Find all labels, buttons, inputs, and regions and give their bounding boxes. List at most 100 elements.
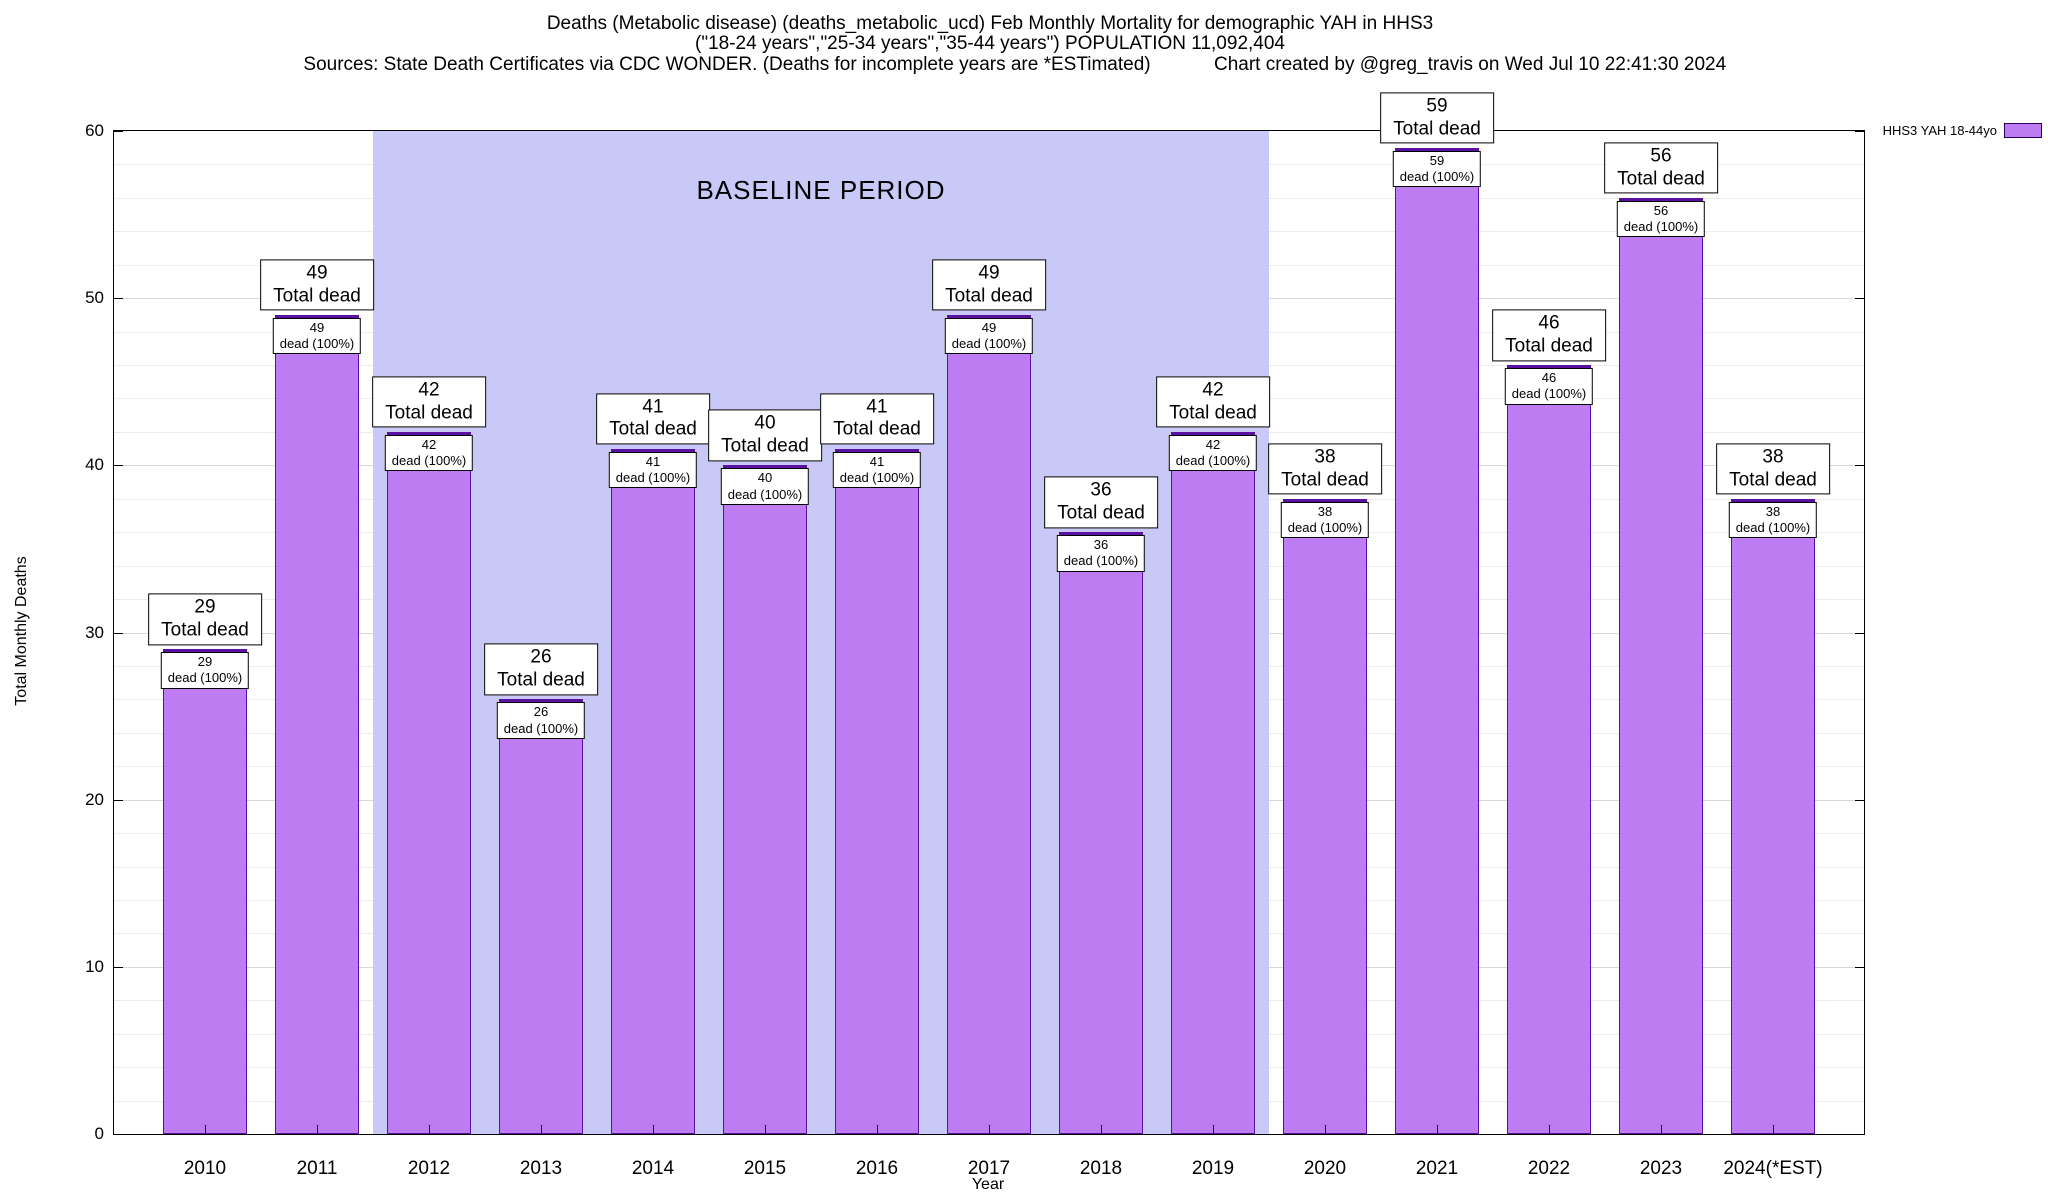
y-tick-mark-left (114, 465, 123, 467)
bar-2013 (499, 699, 583, 1134)
dead-pct-value: 29 (197, 654, 213, 670)
x-tick-mark (541, 1125, 542, 1134)
dead-pct-text: dead (100%) (1287, 520, 1363, 536)
dead-pct-text: dead (100%) (503, 720, 579, 736)
legend: HHS3 YAH 18-44yo (1883, 123, 2042, 138)
total-dead-text: Total dead (1393, 117, 1481, 139)
dead-pct-text: dead (100%) (1735, 520, 1811, 536)
x-tick-label-2011: 2011 (296, 1158, 338, 1179)
total-dead-text: Total dead (161, 619, 249, 641)
x-tick-mark (765, 1125, 766, 1134)
y-tick-mark-right (1855, 1134, 1864, 1135)
dead-pct-value: 36 (1093, 537, 1109, 553)
dead-pct-label-2018: 36 dead (100%) (1056, 535, 1146, 572)
dead-pct-value: 40 (757, 470, 773, 486)
bar-2018 (1059, 532, 1143, 1134)
total-dead-text: Total dead (945, 285, 1033, 307)
total-dead-label-2017: 49 Total dead (932, 259, 1046, 311)
chart-subtitle: ("18-24 years","25-34 years","35-44 year… (695, 33, 1285, 54)
y-tick-label-10: 10 (85, 956, 104, 976)
dead-pct-text: dead (100%) (167, 670, 243, 686)
total-dead-text: Total dead (273, 285, 361, 307)
total-dead-label-2011: 49 Total dead (260, 259, 374, 311)
dead-pct-value: 59 (1429, 152, 1445, 168)
total-dead-value: 59 (1426, 95, 1448, 117)
total-dead-label-2012: 42 Total dead (372, 376, 486, 428)
legend-swatch (2004, 123, 2042, 138)
dead-pct-label-2019: 42 dead (100%) (1168, 434, 1258, 472)
x-tick-label-2010: 2010 (183, 1158, 227, 1179)
total-dead-text: Total dead (1281, 468, 1369, 490)
dead-pct-value: 26 (533, 704, 549, 720)
dead-pct-text: dead (100%) (839, 469, 915, 485)
dead-pct-value: 49 (981, 319, 997, 335)
dead-pct-text: dead (100%) (1399, 168, 1475, 184)
dead-pct-value: 49 (309, 319, 325, 335)
total-dead-label-2014: 41 Total dead (596, 393, 710, 445)
total-dead-value: 36 (1090, 479, 1112, 501)
total-dead-label-2019: 42 Total dead (1156, 376, 1270, 428)
baseline-period-label: BASELINE PERIOD (696, 175, 946, 205)
total-dead-value: 41 (866, 396, 888, 418)
x-tick-label-2019: 2019 (1191, 1158, 1235, 1179)
y-tick-mark-left (114, 131, 123, 132)
total-dead-text: Total dead (385, 402, 473, 424)
dead-pct-value: 41 (645, 453, 661, 469)
dead-pct-label-2011: 49 dead (100%) (272, 317, 362, 355)
total-dead-label-2023: 56 Total dead (1604, 142, 1718, 194)
dead-pct-label-2013: 26 dead (100%) (496, 702, 586, 739)
bar-2010 (163, 649, 247, 1134)
y-tick-label-40: 40 (85, 455, 104, 475)
y-tick-mark-right (1855, 799, 1864, 801)
chart-source-note: Sources: State Death Certificates via CD… (303, 54, 1151, 75)
y-axis-title: Total Monthly Deaths (13, 556, 30, 706)
x-tick-label-2012: 2012 (407, 1158, 451, 1179)
total-dead-text: Total dead (1057, 502, 1145, 524)
y-tick-mark-left (114, 966, 123, 968)
y-tick-label-0: 0 (94, 1124, 104, 1143)
dead-pct-label-2020: 38 dead (100%) (1280, 501, 1370, 539)
bar-2012 (387, 431, 471, 1134)
dead-pct-text: dead (100%) (391, 453, 467, 469)
bar-2017 (947, 314, 1031, 1134)
dead-pct-text: dead (100%) (615, 469, 691, 485)
dead-pct-label-2014: 41 dead (100%) (608, 451, 698, 489)
dead-pct-label-2023: 56 dead (100%) (1616, 200, 1706, 238)
y-tick-mark-left (114, 799, 123, 801)
total-dead-label-2013: 26 Total dead (484, 643, 598, 696)
dead-pct-text: dead (100%) (1175, 453, 1251, 469)
total-dead-text: Total dead (1729, 468, 1817, 490)
total-dead-value: 49 (306, 262, 328, 284)
x-tick-mark (429, 1125, 430, 1134)
total-dead-value: 29 (194, 596, 216, 618)
x-tick-label-2024(*EST): 2024(*EST) (1723, 1158, 1823, 1179)
y-tick-label-20: 20 (85, 789, 104, 809)
y-tick-mark-right (1855, 131, 1864, 132)
total-dead-value: 42 (1202, 379, 1224, 401)
total-dead-label-2015: 40 Total dead (708, 409, 822, 462)
dead-pct-value: 38 (1765, 503, 1781, 519)
bar-2011 (275, 314, 359, 1134)
x-tick-mark (1213, 1125, 1214, 1134)
dead-pct-value: 56 (1653, 202, 1669, 218)
x-tick-mark (1325, 1125, 1326, 1134)
x-tick-label-2018: 2018 (1079, 1158, 1123, 1179)
total-dead-label-2016: 41 Total dead (820, 393, 934, 445)
x-tick-label-2013: 2013 (519, 1158, 563, 1179)
bar-2020 (1283, 498, 1367, 1134)
dead-pct-label-2010: 29 dead (100%) (160, 652, 250, 689)
dead-pct-label-2017: 49 dead (100%) (944, 317, 1034, 355)
bar-2014 (611, 448, 695, 1134)
total-dead-value: 56 (1650, 145, 1672, 167)
y-tick-label-50: 50 (85, 288, 104, 308)
dead-pct-value: 42 (421, 436, 437, 452)
x-tick-mark (989, 1125, 990, 1134)
total-dead-value: 49 (978, 262, 1000, 284)
plot-area: BASELINE PERIOD 29 Total dead 29 dead (100%)… (85, 92, 1865, 1179)
total-dead-label-2021: 59 Total dead (1380, 92, 1494, 144)
dead-pct-label-2021: 59 dead (100%) (1392, 150, 1482, 188)
total-dead-value: 42 (418, 379, 440, 401)
total-dead-text: Total dead (497, 669, 585, 691)
total-dead-label-2010: 29 Total dead (148, 593, 262, 646)
